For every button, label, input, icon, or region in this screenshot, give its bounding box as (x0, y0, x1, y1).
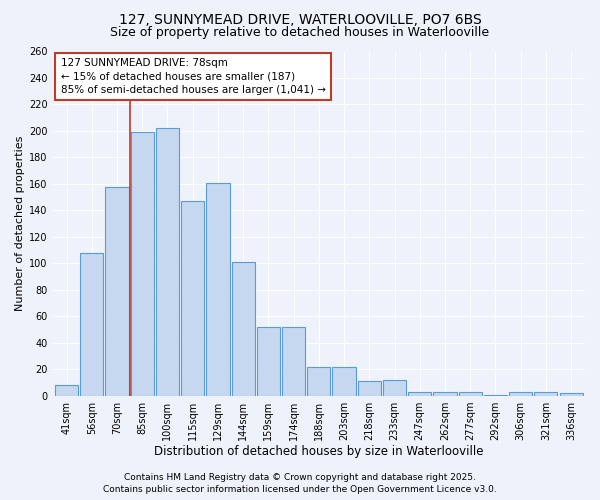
Bar (80, 253, 103, 396)
Bar (458, 392, 482, 396)
Text: 127, SUNNYMEAD DRIVE, WATERLOOVILLE, PO7 6BS: 127, SUNNYMEAD DRIVE, WATERLOOVILLE, PO7… (119, 12, 481, 26)
Text: Size of property relative to detached houses in Waterlooville: Size of property relative to detached ho… (110, 26, 490, 39)
Bar (358, 382, 381, 396)
X-axis label: Distribution of detached houses by size in Waterlooville: Distribution of detached houses by size … (154, 444, 484, 458)
Bar (181, 201, 204, 396)
Bar (282, 327, 305, 396)
Bar (534, 392, 557, 396)
Bar (131, 132, 154, 396)
Bar (307, 367, 331, 396)
Bar (383, 380, 406, 396)
Bar (560, 394, 583, 396)
Bar (232, 262, 255, 396)
Bar (484, 394, 507, 396)
Bar (55, 386, 78, 396)
Bar (206, 182, 230, 396)
Text: Contains HM Land Registry data © Crown copyright and database right 2025.
Contai: Contains HM Land Registry data © Crown c… (103, 473, 497, 494)
Bar (156, 128, 179, 396)
Bar (106, 186, 128, 396)
Bar (433, 392, 457, 396)
Bar (332, 367, 356, 396)
Bar (408, 392, 431, 396)
Bar (509, 392, 532, 396)
Y-axis label: Number of detached properties: Number of detached properties (15, 136, 25, 312)
Bar (257, 327, 280, 396)
Text: 127 SUNNYMEAD DRIVE: 78sqm
← 15% of detached houses are smaller (187)
85% of sem: 127 SUNNYMEAD DRIVE: 78sqm ← 15% of deta… (61, 58, 326, 95)
